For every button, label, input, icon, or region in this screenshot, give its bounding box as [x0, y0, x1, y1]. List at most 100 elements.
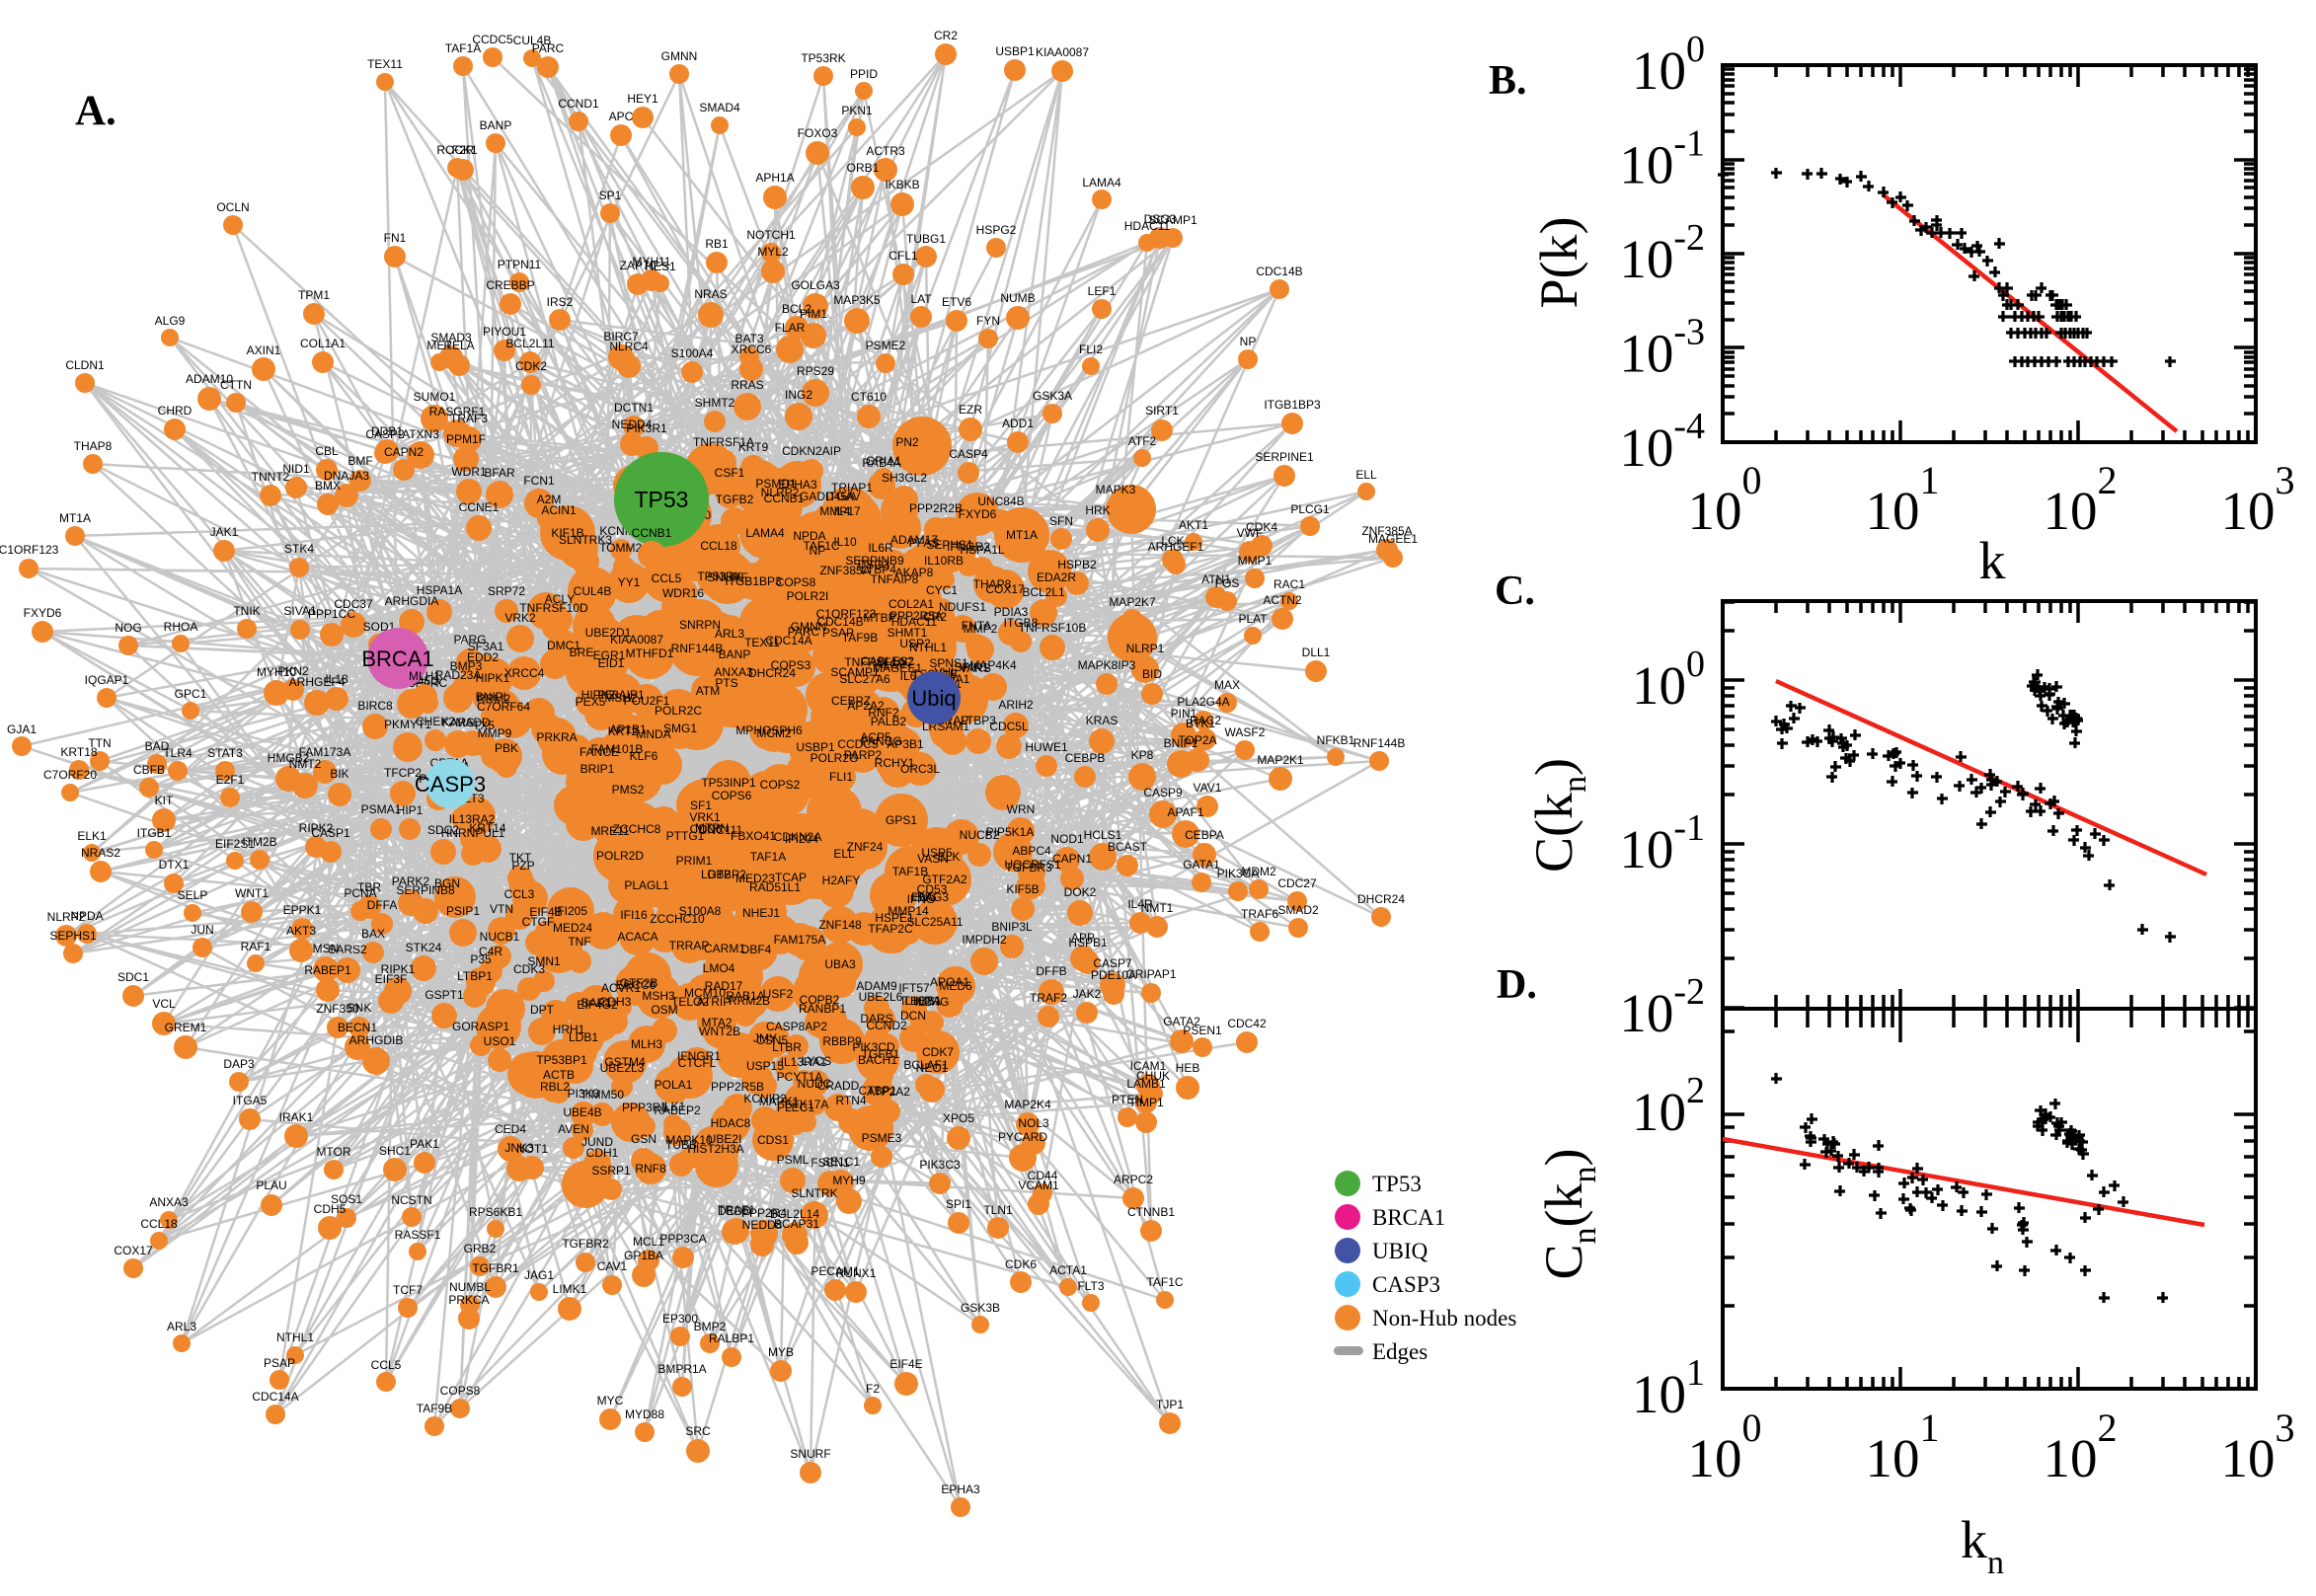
svg-text:MLH3: MLH3	[631, 1037, 662, 1051]
svg-text:PECAM1: PECAM1	[811, 1264, 860, 1278]
svg-text:LAMA4: LAMA4	[1082, 176, 1121, 190]
svg-text:HES1: HES1	[645, 260, 676, 273]
svg-text:CAPN1: CAPN1	[1052, 852, 1092, 866]
svg-text:MRE11: MRE11	[590, 824, 629, 838]
svg-text:GMNN: GMNN	[661, 49, 698, 63]
svg-text:TNFRSF10C: TNFRSF10C	[844, 655, 913, 669]
svg-text:ORC3L: ORC3L	[900, 762, 940, 776]
svg-text:GMNN: GMNN	[791, 620, 827, 634]
svg-text:SSRP1: SSRP1	[591, 1164, 631, 1178]
svg-text:PIN1: PIN1	[1171, 707, 1197, 721]
svg-text:MLH1: MLH1	[409, 669, 440, 683]
svg-text:TCF7: TCF7	[393, 1283, 423, 1297]
svg-text:NEDD4: NEDD4	[612, 418, 653, 431]
svg-text:BCL2L11: BCL2L11	[505, 337, 554, 350]
svg-text:ALG9: ALG9	[155, 314, 186, 328]
svg-text:SERPINE1: SERPINE1	[1255, 450, 1314, 464]
svg-text:SMAD3: SMAD3	[430, 331, 472, 344]
svg-text:GPS1: GPS1	[886, 813, 917, 827]
svg-text:RAF1: RAF1	[241, 940, 271, 953]
svg-text:MSH3: MSH3	[642, 989, 675, 1003]
svg-text:IQGAP1: IQGAP1	[85, 673, 129, 687]
svg-text:DBF4: DBF4	[741, 943, 772, 956]
svg-text:MAGEE1: MAGEE1	[1368, 532, 1418, 546]
svg-text:NUCB2: NUCB2	[960, 828, 1000, 842]
svg-text:CDC5L: CDC5L	[989, 720, 1029, 733]
svg-text:FCN1: FCN1	[523, 474, 555, 488]
svg-text:ZNF24: ZNF24	[847, 840, 884, 854]
svg-text:ITGAV: ITGAV	[825, 490, 860, 503]
svg-text:FLI2: FLI2	[1079, 342, 1103, 356]
svg-text:CARM1: CARM1	[704, 942, 745, 955]
svg-text:ACVR1: ACVR1	[601, 981, 641, 995]
svg-text:EDD2: EDD2	[467, 650, 499, 664]
svg-text:TP53RK: TP53RK	[697, 570, 741, 583]
svg-text:PTEN: PTEN	[1112, 1093, 1143, 1106]
svg-text:NRAS2: NRAS2	[81, 846, 120, 860]
svg-text:CCDC5: CCDC5	[472, 33, 513, 46]
svg-text:ACTR3: ACTR3	[866, 144, 905, 158]
svg-text:NOD1: NOD1	[1050, 832, 1084, 846]
svg-text:HIPK1: HIPK1	[476, 671, 510, 685]
svg-text:EGR1: EGR1	[593, 648, 626, 662]
svg-text:USP5: USP5	[921, 846, 953, 860]
svg-text:MCL1: MCL1	[633, 1235, 664, 1249]
svg-text:VCAM1: VCAM1	[1018, 1178, 1059, 1192]
svg-text:TNFRSF1A: TNFRSF1A	[693, 435, 754, 449]
svg-text:ACIN1: ACIN1	[541, 503, 577, 517]
svg-text:MED24: MED24	[553, 921, 592, 935]
svg-text:OCLN: OCLN	[216, 200, 249, 214]
svg-text:HRH1: HRH1	[553, 1023, 585, 1036]
svg-text:TRAF2: TRAF2	[1030, 991, 1067, 1005]
svg-text:CD53: CD53	[917, 882, 948, 896]
svg-text:ARL3: ARL3	[715, 627, 744, 641]
svg-text:SUMO1: SUMO1	[414, 390, 456, 404]
svg-text:ITGB1BP3: ITGB1BP3	[1264, 398, 1321, 412]
svg-text:10-1: 10-1	[1619, 807, 1705, 879]
svg-text:CASP8AP2: CASP8AP2	[766, 1020, 827, 1033]
svg-text:PZP: PZP	[511, 859, 534, 873]
svg-text:ING2: ING2	[785, 388, 812, 402]
svg-text:BMP3: BMP3	[450, 659, 483, 673]
svg-text:MAX: MAX	[1214, 678, 1240, 692]
svg-text:PBK: PBK	[495, 741, 518, 755]
svg-text:PKN2: PKN2	[277, 664, 309, 678]
svg-text:CDC27: CDC27	[1277, 876, 1317, 890]
svg-text:C7ORF20: C7ORF20	[43, 768, 97, 782]
svg-text:GRIA1: GRIA1	[866, 454, 901, 468]
svg-text:APC: APC	[609, 110, 634, 123]
svg-text:JUND: JUND	[581, 1135, 613, 1149]
svg-text:DFFA: DFFA	[367, 898, 398, 912]
svg-text:STK4: STK4	[284, 542, 314, 556]
svg-text:VAV1: VAV1	[1194, 781, 1222, 795]
svg-text:NPDA: NPDA	[793, 529, 825, 543]
svg-text:LTBP1: LTBP1	[457, 969, 493, 983]
svg-text:UBIQ: UBIQ	[1372, 1239, 1428, 1263]
svg-text:TNIK: TNIK	[233, 604, 260, 618]
svg-text:ADAM9: ADAM9	[856, 979, 897, 993]
svg-text:NOG: NOG	[115, 621, 141, 635]
svg-text:BNIP3L: BNIP3L	[991, 920, 1033, 934]
svg-text:GSN: GSN	[631, 1132, 656, 1146]
svg-text:PPP2R5B: PPP2R5B	[711, 1080, 764, 1094]
svg-text:TNFRSF10B: TNFRSF10B	[1019, 621, 1087, 635]
svg-text:Ubiq: Ubiq	[911, 686, 956, 711]
svg-text:MYH10: MYH10	[257, 665, 296, 679]
svg-text:ZNF350: ZNF350	[316, 1002, 359, 1016]
svg-text:IL4: IL4	[834, 504, 851, 518]
svg-text:C1ORF123: C1ORF123	[816, 607, 877, 621]
svg-text:YY1: YY1	[618, 575, 641, 589]
svg-text:FXYD6: FXYD6	[24, 606, 62, 620]
svg-text:NUCB1: NUCB1	[480, 930, 520, 944]
svg-text:MYH11: MYH11	[632, 255, 670, 268]
svg-text:TNNT2: TNNT2	[252, 470, 290, 484]
svg-text:CDK4: CDK4	[1246, 520, 1277, 534]
svg-text:BRIP1: BRIP1	[580, 762, 615, 776]
svg-text:S100A8: S100A8	[679, 904, 722, 918]
svg-text:VRK2: VRK2	[504, 611, 536, 625]
svg-text:MAPK3: MAPK3	[1096, 483, 1136, 496]
svg-text:IFNG: IFNG	[907, 892, 936, 906]
svg-text:NID1: NID1	[282, 462, 310, 476]
svg-text:GORASP1: GORASP1	[452, 1020, 509, 1033]
svg-text:RANBP1: RANBP1	[799, 1002, 846, 1016]
